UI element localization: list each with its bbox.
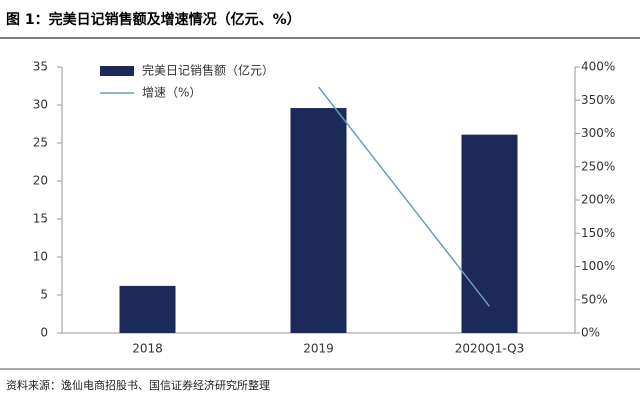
x-tick-label: 2018 [132,342,163,356]
y2-tick-label: 300% [581,126,615,140]
growth-line [317,86,491,307]
x-tick-label: 2020Q1-Q3 [455,342,524,356]
bar [119,285,176,333]
y2-tick-label: 400% [581,60,615,74]
x-tick-label: 2019 [303,342,334,356]
chart-title: 图 1：完美日记销售额及增速情况（亿元、%） [6,11,301,28]
y2-tick-label: 200% [581,193,615,207]
y2-tick-label: 350% [581,93,615,107]
y-tick-label: 5 [40,288,48,302]
legend-swatch [100,66,134,76]
y-tick-label: 0 [40,326,48,340]
y2-tick-label: 100% [581,259,615,273]
y2-tick-label: 250% [581,159,615,173]
y2-tick-label: 50% [581,292,608,306]
y2-tick-label: 0% [581,326,600,340]
y-tick-label: 30 [33,98,48,112]
legend-label: 完美日记销售额（亿元） [142,63,274,78]
y2-tick-label: 150% [581,226,615,240]
bar [461,134,518,333]
y-tick-label: 25 [33,136,48,150]
y-tick-label: 20 [33,174,48,188]
source: 资料来源：逸仙电商招股书、国信证券经济研究所整理 [6,378,270,392]
y-tick-label: 10 [33,250,48,264]
bar [290,108,347,333]
y-tick-label: 35 [33,60,48,74]
legend-label: 增速（%） [142,86,201,100]
y-tick-label: 15 [33,212,48,226]
